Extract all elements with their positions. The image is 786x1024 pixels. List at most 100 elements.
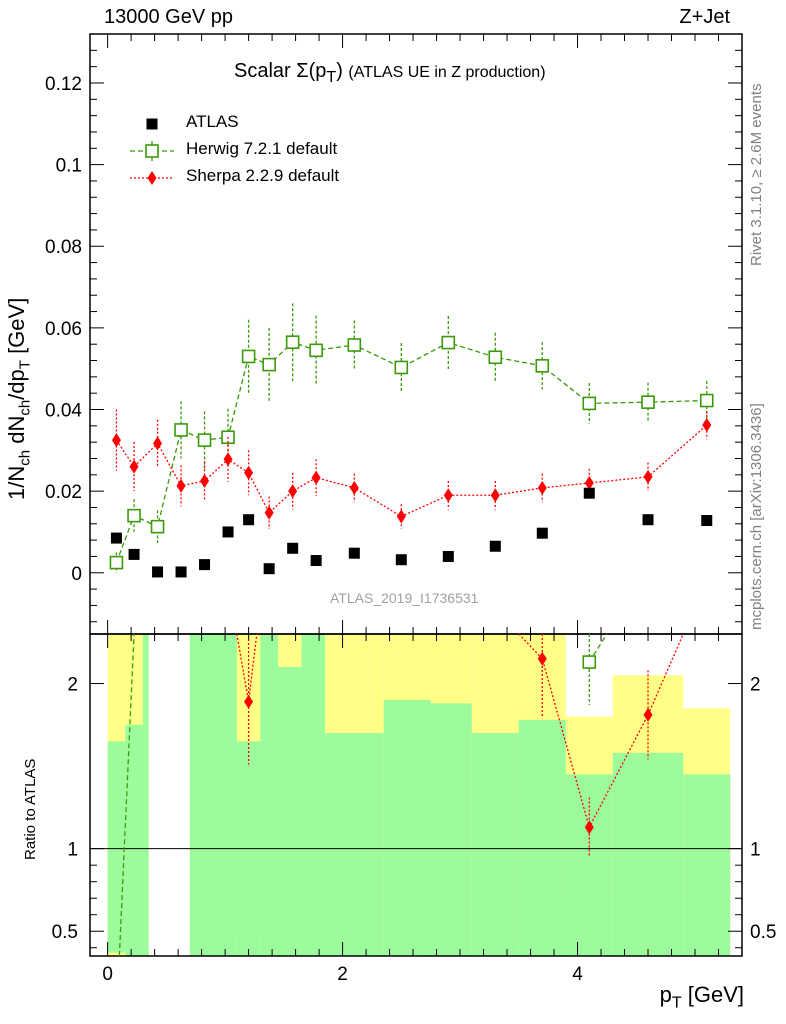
ratio-band-green [471, 733, 519, 956]
ratio-band-green [142, 634, 149, 956]
x-tick-label: 2 [337, 964, 348, 985]
atlas-point [583, 487, 595, 499]
ratio-band-green [324, 733, 384, 956]
ratio-band-green [107, 741, 126, 953]
sherpa-point [264, 505, 274, 520]
ratio-band-green [683, 774, 731, 956]
ratio-band-green [383, 700, 431, 956]
sherpa-point [349, 480, 359, 495]
atlas-point [152, 566, 164, 578]
y-tick-label: 0.06 [45, 319, 82, 340]
x-axis-title-sub: T [671, 994, 682, 1012]
x-axis-title-p: p [659, 982, 672, 1007]
process-label: Z+Jet [679, 6, 730, 28]
sherpa-point [129, 459, 139, 474]
plot-title-sub: T [326, 69, 337, 86]
atlas-point [395, 554, 407, 566]
herwig-point [309, 343, 323, 358]
herwig-point [641, 395, 655, 409]
y-tick-label: 0.02 [45, 482, 82, 503]
atlas-point [642, 514, 654, 526]
sherpa-point [244, 465, 254, 480]
y-tick-label: 0.04 [45, 401, 82, 422]
sherpa-point [223, 452, 233, 467]
ratio-y-tick-label: 2 [67, 675, 78, 696]
y-tick-label: 0.08 [45, 237, 82, 258]
atlas-point [489, 540, 501, 552]
atlas-point [175, 566, 187, 578]
herwig-point [535, 359, 550, 373]
y-axis-title-unit: [GeV] [4, 297, 29, 361]
herwig-point [285, 335, 300, 349]
x-tick-label: 0 [102, 964, 113, 985]
x-axis-title: pT [GeV] [660, 982, 744, 1012]
atlas-point [199, 559, 211, 571]
atlas-point [243, 514, 255, 526]
beam-energy-label: 13000 GeV pp [104, 6, 233, 28]
atlas-point [263, 563, 275, 575]
plot-title-close: ) [336, 60, 343, 82]
y-tick-label: 0 [71, 564, 82, 585]
ratio-band-green [125, 724, 143, 956]
y-axis-title-ch1: ch [16, 449, 34, 466]
herwig-point [441, 335, 456, 350]
atlas-point [110, 532, 122, 544]
atlas-point [348, 547, 360, 559]
legend-label-atlas: ATLAS [186, 112, 239, 131]
ratio-y-tick-label: 1 [67, 840, 78, 861]
herwig-point [197, 433, 212, 447]
sherpa-point [443, 488, 453, 503]
atlas-point [128, 548, 140, 560]
ratio-band-green [301, 634, 325, 956]
atlas-point [310, 555, 322, 567]
ratio-band-green [565, 774, 613, 956]
ratio-sherpa-point [584, 820, 594, 835]
atlas-point [536, 527, 548, 539]
mcplots-reference-label: mcplots.cern.ch [arXiv:1306.3436] [748, 403, 765, 630]
sherpa-point [200, 473, 210, 488]
plot-title-suffix: (ATLAS UE in Z production) [348, 64, 546, 81]
herwig-point [150, 519, 165, 534]
y-tick-label: 0.12 [45, 74, 82, 95]
herwig-point [174, 423, 188, 437]
x-tick-label: 4 [572, 964, 583, 985]
y-axis-title: 1/Nch dNch/dpT [GeV] [4, 298, 33, 500]
herwig-point [347, 338, 362, 352]
atlas-point [287, 542, 299, 554]
sherpa-point [584, 475, 594, 490]
ratio-band-green [430, 703, 472, 956]
ratio-sherpa-point [643, 707, 653, 722]
legend-label-sherpa: Sherpa 2.2.9 default [186, 166, 340, 185]
sherpa-point [643, 469, 653, 484]
y-axis-title-mid: dN [4, 415, 29, 450]
x-axis-title-unit: [GeV] [681, 982, 744, 1007]
plot-title-main: Scalar Σ(p [234, 60, 327, 82]
ratio-band-green [213, 634, 237, 956]
ratio-band-green [518, 719, 566, 956]
ratio-y-tick-label-right: 2 [750, 675, 761, 696]
atlas-point [222, 526, 234, 538]
analysis-watermark: ATLAS_2019_I1736531 [330, 590, 479, 606]
sherpa-point [288, 484, 298, 499]
ratio-sherpa-point [244, 694, 254, 709]
ratio-herwig-line-tail [588, 633, 608, 663]
legend-marker-atlas [146, 118, 158, 130]
legend-marker-herwig [145, 144, 159, 158]
sherpa-line [115, 424, 708, 518]
rivet-version-label: Rivet 3.1.10, ≥ 2.6M events [748, 83, 765, 267]
y-axis-title-dp: /dp [4, 369, 29, 400]
ratio-band-green [612, 752, 684, 956]
ratio-herwig-line [118, 633, 135, 957]
ratio-panel-frame [89, 633, 743, 957]
legend-marker-sherpa [147, 171, 157, 185]
y-axis-title-ch2: ch [16, 399, 34, 416]
plot-title: Scalar Σ(pT) (ATLAS UE in Z production) [234, 60, 546, 87]
herwig-point [241, 349, 256, 364]
sherpa-point [490, 488, 500, 503]
herwig-point [262, 357, 276, 372]
sherpa-point [153, 436, 163, 451]
ratio-y-axis-title: Ratio to ATLAS [22, 758, 39, 860]
sherpa-point [702, 418, 712, 433]
herwig-point [394, 360, 409, 375]
herwig-point [699, 393, 714, 408]
